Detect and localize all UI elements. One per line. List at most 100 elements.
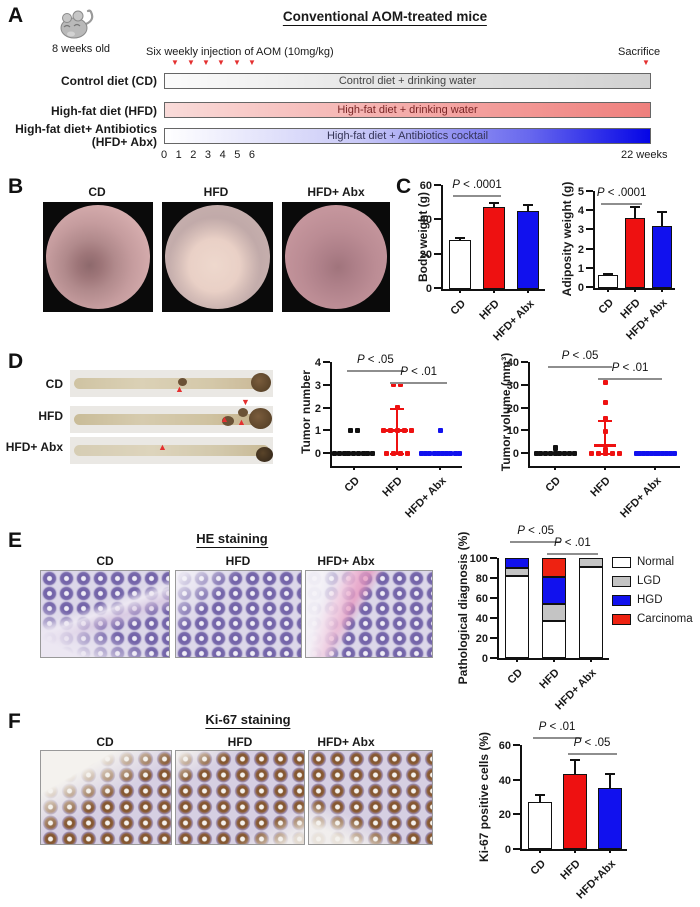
tissue-overlay — [176, 751, 304, 844]
y-tick-label: 20 — [475, 633, 488, 645]
significance-label: P < .05 — [561, 350, 599, 362]
y-tick-label: 60 — [498, 740, 511, 752]
adiposity-weight-chart: 0 1 2 3 4 5 CD HFD HFD+ Abx P < .0001 — [578, 186, 675, 342]
x-tick — [396, 466, 398, 470]
scatter-point — [566, 450, 572, 456]
bar-HFD — [483, 207, 505, 289]
scatter-point — [557, 450, 563, 456]
endoscopy-image-cd — [43, 202, 153, 312]
mouse-icon — [60, 9, 94, 39]
x-category-label: CD — [505, 666, 526, 687]
scatter-point — [360, 450, 366, 456]
x-tick — [607, 288, 610, 292]
sacrifice-arrow-icon: ▼ — [642, 58, 650, 67]
body-weight-chart: 0 20 40 60 CD HFD HFD+ Abx P < .0001 — [420, 179, 545, 343]
ki67-label-hfd: HFD — [227, 735, 253, 749]
scatter-point — [387, 427, 393, 433]
he-staining-title: HE staining — [196, 531, 268, 548]
week-tick: 2 — [190, 149, 197, 161]
significance-label: P < .01 — [553, 537, 591, 549]
he-label-cd: CD — [96, 554, 114, 568]
tumor-number-axis-label: Tumor number — [299, 370, 313, 454]
y-tick — [513, 848, 520, 850]
error-cap — [523, 203, 533, 206]
scatter-point — [571, 450, 577, 456]
he-label-hfd: HFD — [225, 554, 251, 568]
y-tick — [521, 383, 528, 386]
y-tick-label: 4 — [314, 357, 321, 369]
error-bar — [660, 211, 663, 228]
segment-carcinoma — [542, 558, 566, 577]
diet-label-abx: High-fat diet+ Antibiotics (HFD+ Abx) — [0, 123, 157, 149]
scatter-point — [351, 450, 357, 456]
x-category-label: CD — [342, 474, 362, 495]
scatter-point — [602, 400, 608, 406]
y-tick — [513, 813, 520, 816]
significance-line — [601, 203, 642, 205]
x-tick — [660, 288, 663, 292]
scatter-point — [656, 450, 662, 456]
y-tick-label: 20 — [506, 402, 519, 415]
error-bar — [634, 206, 636, 220]
sacrifice-label: Sacrifice — [618, 46, 661, 58]
week-tick: 4 — [219, 149, 226, 161]
error-bar — [527, 203, 529, 213]
scatter-point — [452, 450, 458, 456]
scatter-point — [663, 450, 669, 456]
tissue-overlay — [309, 751, 432, 844]
injection-arrow-icon: ▼ — [171, 58, 179, 67]
diet-bar-hfd: High-fat diet + drinking water — [164, 102, 651, 118]
scatter-point — [370, 450, 376, 456]
significance-line — [548, 366, 612, 368]
y-tick — [434, 218, 441, 221]
colon-tissue — [74, 378, 269, 389]
scatter-point — [595, 450, 601, 456]
scatter-point — [652, 450, 658, 456]
error-bar — [573, 758, 576, 777]
colon-image-abx — [70, 437, 273, 464]
scatter-point — [602, 416, 608, 422]
segment-normal — [505, 576, 530, 658]
scatter-point — [633, 450, 639, 456]
y-tick — [513, 744, 520, 746]
y-tick — [323, 452, 330, 454]
significance-label: P < .0001 — [596, 187, 647, 199]
injection-arrow-icon: ▼ — [217, 58, 225, 67]
x-tick — [352, 466, 355, 470]
week-tick: 3 — [204, 149, 212, 161]
legend-item: LGD — [612, 575, 693, 587]
legend-label: Normal — [637, 556, 675, 568]
y-tick-label: 80 — [475, 573, 488, 585]
y-tick — [586, 190, 593, 192]
error-bar — [493, 202, 495, 210]
y-tick-label: 60 — [419, 180, 432, 192]
error-cap — [603, 272, 614, 275]
scatter-point — [641, 450, 647, 456]
scatter-point — [365, 450, 371, 456]
scatter-point — [552, 450, 558, 456]
x-category-label: HFD+ Abx — [617, 474, 664, 521]
tumor-number-chart: 0 1 2 3 4 CD HFD HFD+ Abx P < .05 P < .01 — [315, 354, 462, 520]
bar-CD — [527, 802, 552, 849]
y-tick — [586, 266, 593, 269]
significance-line — [532, 737, 582, 739]
error-cap — [656, 211, 667, 214]
cecum — [249, 408, 272, 429]
panel-c-letter: C — [396, 175, 412, 198]
colon-lumen — [285, 205, 387, 309]
scatter-point — [552, 444, 558, 450]
significance-line — [547, 553, 598, 555]
y-tick-label: 30 — [506, 379, 519, 392]
x-category-label: CD — [596, 296, 617, 317]
adiposity-weight-axis-label: Adiposity weight (g) — [560, 181, 574, 297]
y-tick — [323, 383, 330, 386]
legend-item: Normal — [612, 556, 693, 568]
y-tick — [586, 228, 593, 231]
segment-lgd — [542, 604, 566, 621]
ki67-image-abx — [308, 750, 433, 845]
segment-normal — [542, 621, 566, 658]
iqr-line — [604, 420, 606, 453]
diet-label-cd: Control diet (CD) — [61, 74, 157, 88]
y-tick-label: 3 — [577, 224, 584, 237]
y-tick-label: 0 — [314, 448, 321, 460]
